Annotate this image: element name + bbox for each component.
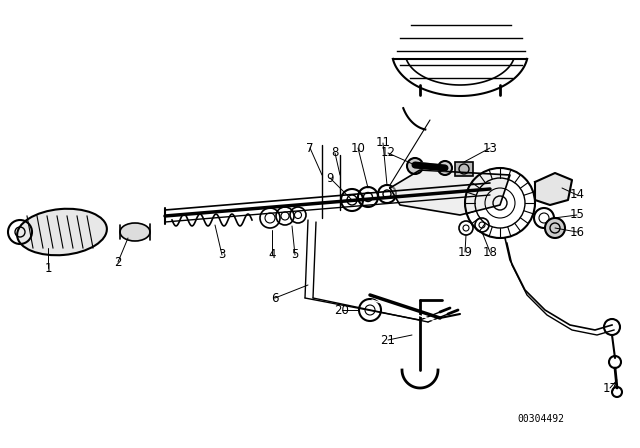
Text: 1: 1: [44, 262, 52, 275]
FancyBboxPatch shape: [455, 162, 473, 176]
Text: 18: 18: [483, 246, 497, 258]
Text: 16: 16: [570, 225, 584, 238]
Circle shape: [407, 158, 423, 174]
Text: 7: 7: [307, 142, 314, 155]
Text: 13: 13: [483, 142, 497, 155]
Text: 2: 2: [115, 255, 122, 268]
Text: 4: 4: [268, 249, 276, 262]
Ellipse shape: [120, 223, 150, 241]
Text: 20: 20: [335, 303, 349, 316]
Polygon shape: [535, 173, 572, 205]
Text: 6: 6: [271, 292, 279, 305]
Text: 5: 5: [291, 249, 299, 262]
Text: 11: 11: [376, 137, 390, 150]
Text: 21: 21: [381, 333, 396, 346]
Text: 19: 19: [458, 246, 472, 258]
Text: 15: 15: [570, 208, 584, 221]
Text: 12: 12: [381, 146, 396, 159]
Text: 17: 17: [602, 382, 618, 395]
Text: 8: 8: [332, 146, 339, 159]
Circle shape: [438, 161, 452, 175]
Text: 00304492: 00304492: [517, 414, 564, 424]
Circle shape: [545, 218, 565, 238]
Text: 9: 9: [326, 172, 333, 185]
Text: 10: 10: [351, 142, 365, 155]
Polygon shape: [390, 170, 510, 215]
Text: 3: 3: [218, 249, 226, 262]
Ellipse shape: [17, 209, 107, 255]
Text: 14: 14: [570, 189, 584, 202]
